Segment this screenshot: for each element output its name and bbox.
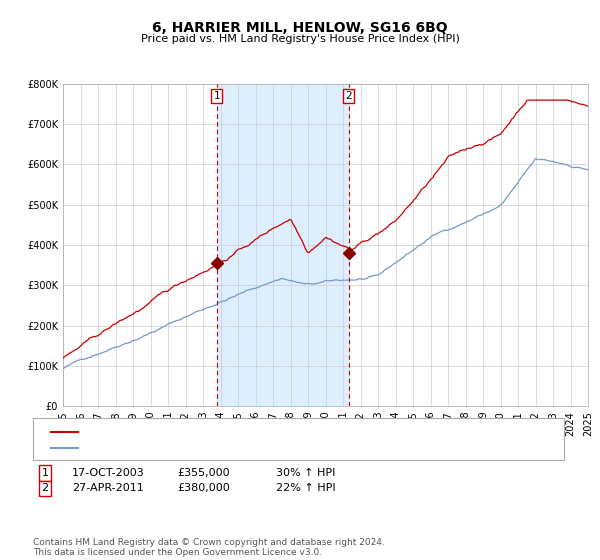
Text: Contains HM Land Registry data © Crown copyright and database right 2024.
This d: Contains HM Land Registry data © Crown c… [33,538,385,557]
Text: 6, HARRIER MILL, HENLOW, SG16 6BQ: 6, HARRIER MILL, HENLOW, SG16 6BQ [152,21,448,35]
Text: 30% ↑ HPI: 30% ↑ HPI [276,468,335,478]
Text: 17-OCT-2003: 17-OCT-2003 [72,468,145,478]
Text: HPI: Average price, detached house, Central Bedfordshire: HPI: Average price, detached house, Cent… [84,443,385,453]
Text: Price paid vs. HM Land Registry's House Price Index (HPI): Price paid vs. HM Land Registry's House … [140,34,460,44]
Text: £355,000: £355,000 [177,468,230,478]
Text: 1: 1 [214,91,220,101]
Text: £380,000: £380,000 [177,483,230,493]
Text: 22% ↑ HPI: 22% ↑ HPI [276,483,335,493]
Text: 27-APR-2011: 27-APR-2011 [72,483,144,493]
Text: 2: 2 [41,483,49,493]
Text: 6, HARRIER MILL, HENLOW, SG16 6BQ (detached house): 6, HARRIER MILL, HENLOW, SG16 6BQ (detac… [84,427,377,437]
Text: 2: 2 [345,91,352,101]
Text: 1: 1 [41,468,49,478]
Bar [217,84,349,406]
